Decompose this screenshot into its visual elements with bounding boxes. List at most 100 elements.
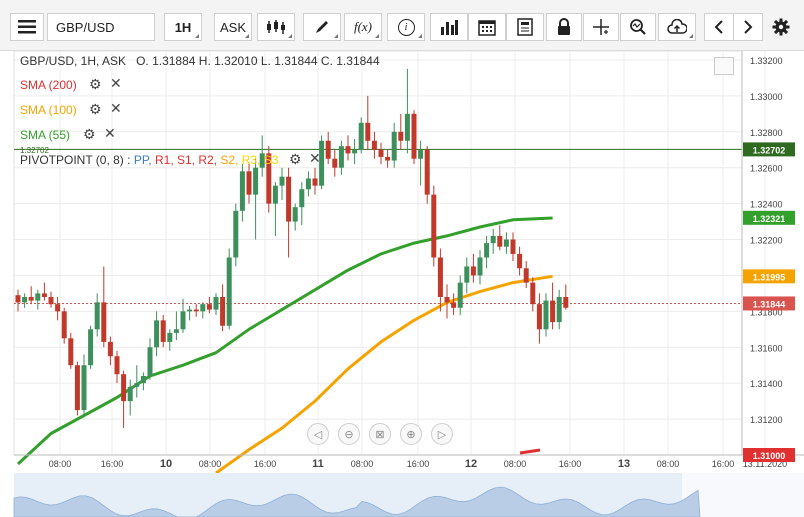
chart-type-button[interactable] bbox=[257, 13, 295, 41]
candle-body bbox=[74, 365, 80, 411]
lock-button[interactable] bbox=[546, 13, 582, 41]
zoom-button[interactable] bbox=[620, 13, 656, 41]
x-tick-label: 08:00 bbox=[199, 459, 222, 469]
y-tick-label: 1.32400 bbox=[750, 200, 783, 210]
candle-body bbox=[121, 374, 127, 402]
candle-body bbox=[338, 146, 344, 168]
candle-body bbox=[114, 356, 120, 375]
candle-body bbox=[147, 347, 153, 376]
candle-body bbox=[107, 341, 113, 357]
interval-label: 1H bbox=[174, 19, 192, 35]
drawing-tool-button[interactable] bbox=[303, 13, 341, 41]
x-tick-label: 16:00 bbox=[254, 459, 277, 469]
pivot-settings-icon[interactable]: ⚙ bbox=[289, 151, 302, 167]
symbol-input[interactable]: GBP/USD bbox=[47, 13, 155, 41]
y-tick-label: 1.32200 bbox=[750, 236, 783, 246]
open-value: O. 1.31884 bbox=[136, 54, 196, 68]
sma200-legend[interactable]: SMA (200) bbox=[20, 78, 77, 92]
sma100-settings-icon[interactable]: ⚙ bbox=[89, 101, 102, 117]
indicators-button[interactable]: f(x) bbox=[344, 13, 382, 41]
sma100-line bbox=[215, 274, 553, 475]
candle-body bbox=[490, 235, 496, 244]
sma200-settings-icon[interactable]: ⚙ bbox=[89, 76, 102, 92]
sma100-close-icon[interactable]: ✕ bbox=[110, 100, 122, 116]
info-button[interactable]: i bbox=[387, 13, 425, 41]
candle-body bbox=[378, 149, 384, 157]
sma55-settings-icon[interactable]: ⚙ bbox=[83, 126, 96, 142]
y-tick-label: 1.31400 bbox=[750, 379, 783, 389]
candle-body bbox=[35, 293, 41, 301]
candle-body bbox=[437, 257, 443, 297]
gear-icon bbox=[772, 18, 790, 36]
scroll-left-button[interactable]: ◁ bbox=[307, 423, 329, 445]
calendar-button[interactable] bbox=[468, 13, 506, 41]
next-button[interactable] bbox=[733, 13, 763, 41]
zoom-out-button[interactable]: ⊖ bbox=[338, 423, 360, 445]
candle-body bbox=[213, 296, 219, 310]
sma200-close-icon[interactable]: ✕ bbox=[110, 75, 122, 91]
news-button[interactable] bbox=[506, 13, 544, 41]
candle-body bbox=[424, 149, 430, 195]
y-tick-label: 1.31600 bbox=[750, 343, 783, 353]
price-badge bbox=[743, 210, 795, 225]
candle-body bbox=[22, 296, 28, 303]
price-badge-label: 1.32702 bbox=[753, 145, 786, 155]
candle-body bbox=[299, 189, 305, 208]
candle-body bbox=[510, 239, 516, 254]
candle-body bbox=[418, 149, 424, 159]
price-badge-label: 1.31844 bbox=[753, 299, 786, 309]
x-tick-label: 13.11.2020 bbox=[743, 459, 787, 469]
hamburger-icon bbox=[18, 20, 36, 34]
sma55-legend[interactable]: SMA (55) bbox=[20, 128, 70, 142]
candle-body bbox=[239, 171, 245, 211]
candle-body bbox=[563, 296, 569, 308]
candle-body bbox=[266, 153, 272, 204]
x-tick-label: 10 bbox=[160, 458, 172, 470]
sma55-line bbox=[16, 216, 553, 466]
candle-body bbox=[404, 113, 410, 141]
sma100-legend[interactable]: SMA (100) bbox=[20, 103, 77, 117]
x-tick-label: 16:00 bbox=[559, 459, 582, 469]
y-tick-label: 1.33000 bbox=[750, 92, 783, 102]
crosshair-button[interactable] bbox=[583, 13, 619, 41]
pivot-legend[interactable]: PIVOTPOINT (0, 8) : PP, R1, S1, R2, S2, … bbox=[20, 153, 278, 167]
cloud-upload-icon bbox=[667, 19, 687, 34]
zoom-icon bbox=[630, 19, 646, 35]
price-type-button[interactable]: ASK bbox=[214, 13, 252, 41]
candle-body bbox=[154, 320, 160, 348]
sma55-close-icon[interactable]: ✕ bbox=[104, 125, 116, 141]
upload-button[interactable] bbox=[658, 13, 696, 41]
prev-button[interactable] bbox=[704, 13, 734, 41]
candle-body bbox=[398, 131, 404, 141]
candle-body bbox=[160, 320, 166, 342]
chevron-right-icon bbox=[744, 20, 753, 34]
candle-body bbox=[187, 309, 193, 312]
scroll-right-button[interactable]: ▷ bbox=[431, 423, 453, 445]
candle-body bbox=[94, 302, 100, 330]
reset-zoom-button[interactable]: ⊠ bbox=[369, 423, 391, 445]
interval-button[interactable]: 1H bbox=[164, 13, 202, 41]
zoom-in-button[interactable]: ⊕ bbox=[400, 423, 422, 445]
candle-body bbox=[55, 304, 61, 312]
candle-body bbox=[497, 235, 503, 247]
menu-button[interactable] bbox=[10, 13, 44, 41]
candle-body bbox=[332, 158, 338, 168]
candle-body bbox=[48, 296, 54, 305]
candle-body bbox=[352, 149, 358, 154]
popout-icon[interactable] bbox=[714, 57, 734, 75]
volume-button[interactable] bbox=[430, 13, 468, 41]
pivot-close-icon[interactable]: ✕ bbox=[309, 150, 321, 166]
pivot-r3: R3, bbox=[241, 153, 261, 167]
sma100-label: SMA (100) bbox=[20, 103, 77, 117]
y-tick-label: 1.32800 bbox=[750, 128, 783, 138]
candle-body bbox=[292, 207, 298, 222]
settings-button[interactable] bbox=[766, 13, 796, 41]
candle-body bbox=[470, 266, 476, 276]
price-badge-label: 1.31000 bbox=[753, 451, 786, 461]
x-tick-label: 08:00 bbox=[351, 459, 374, 469]
candle-body bbox=[200, 304, 206, 312]
lock-icon bbox=[558, 18, 570, 35]
candle-body bbox=[411, 113, 417, 159]
y-tick-label: 1.33200 bbox=[750, 56, 783, 66]
